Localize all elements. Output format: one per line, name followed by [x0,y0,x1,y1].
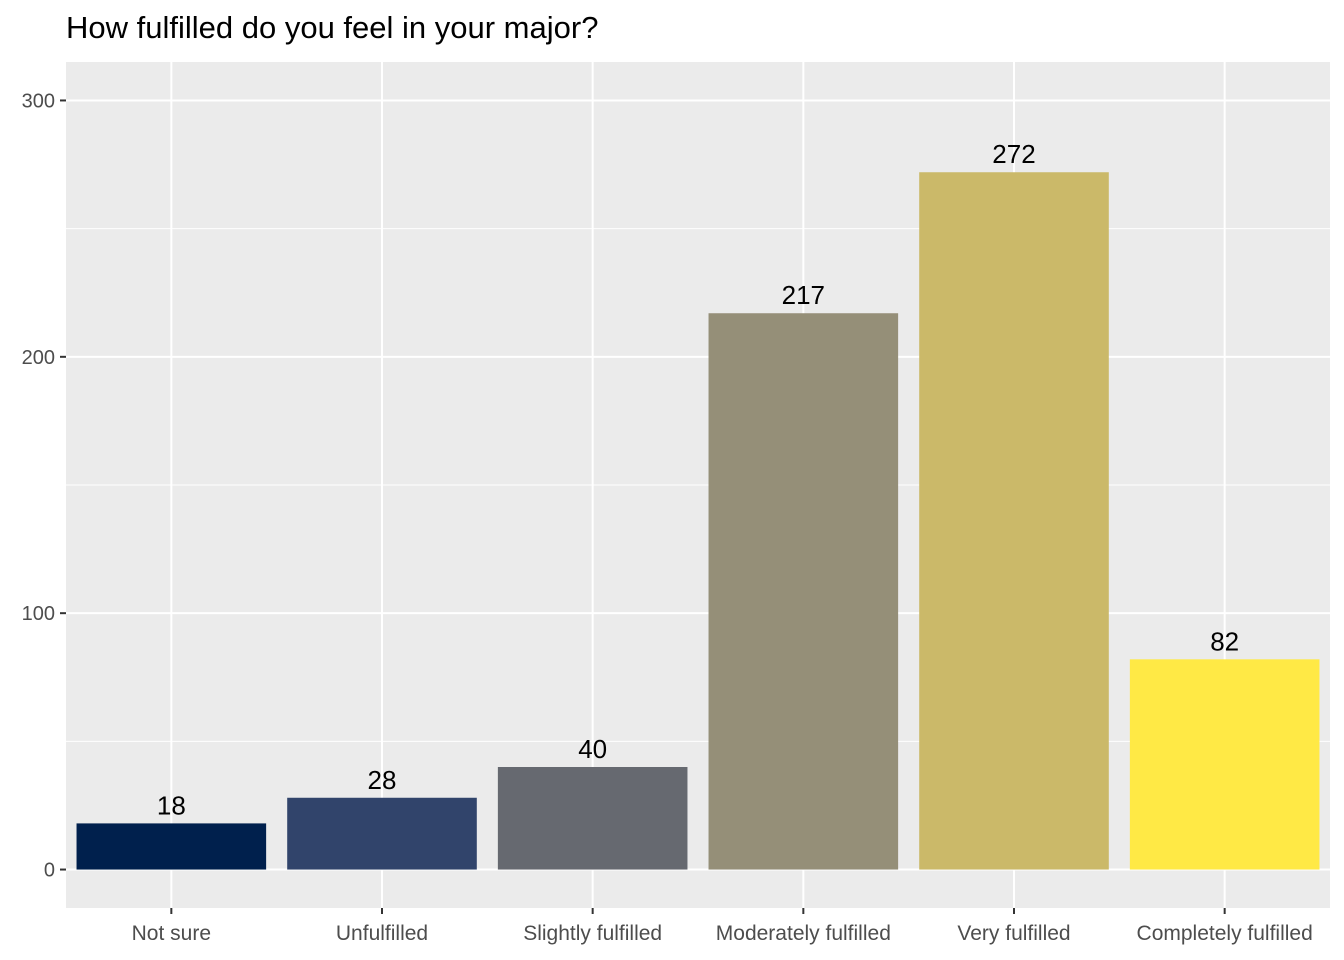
minor-gridlines [66,228,1330,742]
bar [708,313,899,870]
x-tick-label: Moderately fulfilled [716,922,891,945]
y-tick-label: 100 [22,603,55,625]
x-tick-label: Unfulfilled [336,922,428,945]
bar [1129,659,1320,870]
bar-value-label: 217 [782,280,825,310]
bar-value-labels: 18 28 40 217 272 82 [157,139,1239,820]
x-axis: Not sure Unfulfilled Slightly fulfilled Mod… [132,908,1313,945]
y-tick-label: 200 [22,347,55,369]
bar [287,797,477,870]
bar-value-label: 28 [368,765,397,795]
x-tick-label: Very fulfilled [957,922,1070,945]
y-tick-label: 300 [22,90,55,112]
x-tick-label: Not sure [132,922,211,945]
y-axis: 0 100 200 300 [22,90,66,882]
bar-value-label: 40 [578,734,607,764]
x-tick-label: Completely fulfilled [1137,922,1313,945]
bars [76,172,1320,870]
x-tick-label: Slightly fulfilled [523,922,662,945]
bar-value-label: 272 [992,139,1035,169]
y-tick-label: 0 [44,860,55,882]
chart-title: How fulfilled do you feel in your major? [66,10,599,45]
bar-value-label: 18 [157,790,186,820]
bar [497,767,688,870]
bar-value-label: 82 [1210,626,1239,656]
bar [919,172,1109,870]
bar [76,823,267,870]
